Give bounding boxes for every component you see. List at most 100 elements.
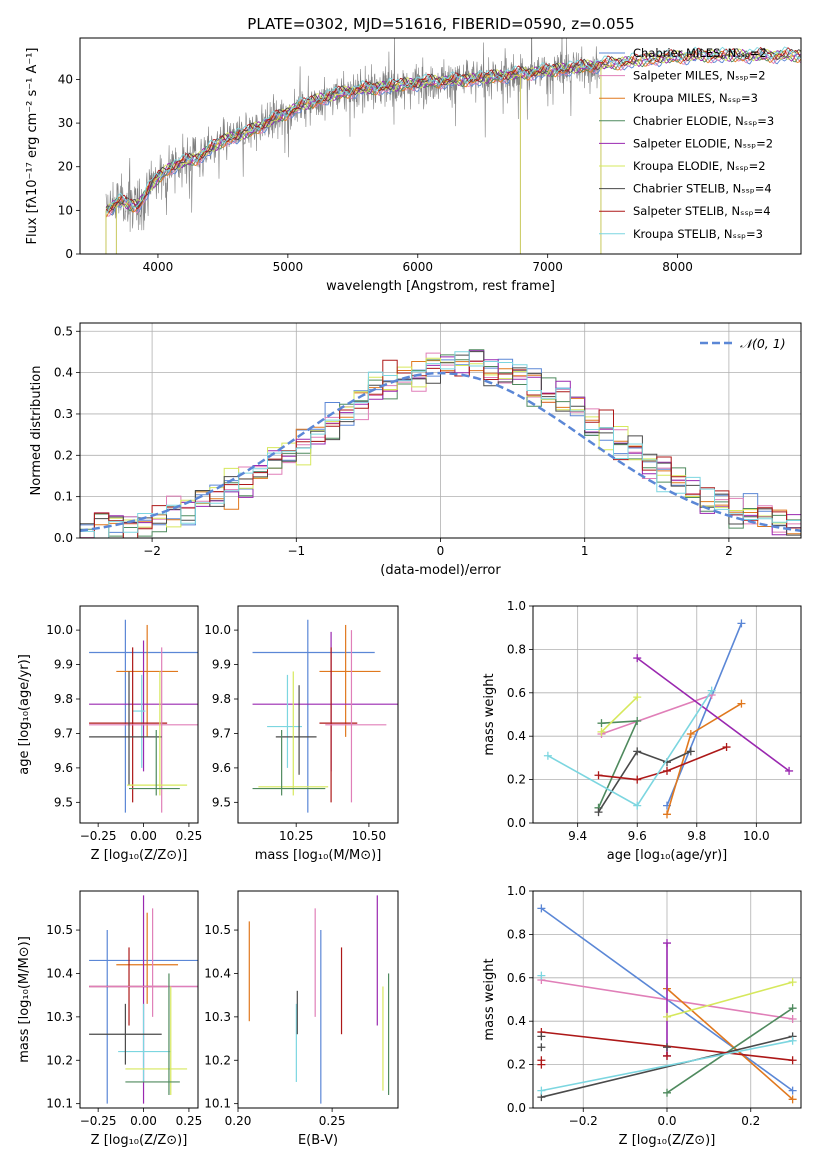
- weight-line: [666, 1007, 794, 1094]
- errorbar-point: [132, 674, 146, 768]
- weight-line: [666, 981, 793, 1018]
- plus-marker: [543, 751, 552, 760]
- x-tick-label: −0.25: [80, 829, 117, 843]
- y-tick-label: 9.8: [212, 692, 231, 706]
- weight-line: [600, 696, 638, 733]
- x-tick-label: 9.8: [687, 829, 706, 843]
- y-tick-label: 9.5: [212, 795, 231, 809]
- plus-marker: [686, 747, 695, 756]
- model-spectrum-line: [105, 47, 801, 211]
- plus-marker: [707, 686, 716, 695]
- plus-marker: [597, 727, 606, 736]
- x-tick-label: 4000: [143, 260, 174, 274]
- errorbar-point: [319, 624, 381, 737]
- y-tick-label: 9.7: [212, 726, 231, 740]
- legend-label: Kroupa STELIB, Nₛₛₚ=3: [633, 227, 763, 241]
- plus-marker: [686, 730, 695, 739]
- plus-marker: [633, 654, 642, 663]
- weight-series: [594, 743, 731, 784]
- errorbar-point: [129, 730, 180, 796]
- x-tick-label: 0.25: [176, 829, 203, 843]
- plot-area: [89, 619, 198, 813]
- y-tick-label: 0.8: [507, 642, 526, 656]
- plus-marker: [597, 719, 606, 728]
- plus-marker: [633, 717, 642, 726]
- y-tick-label: 9.6: [212, 761, 231, 775]
- x-tick-label: 1: [581, 544, 589, 558]
- y-tick-label: 10.1: [204, 1097, 231, 1111]
- panel-mass-vs-Z: −0.25 0.00 0.25 10.1 10.2 10.3 10.4 10.5 Z [log₁…: [17, 890, 203, 1148]
- plot-area: [89, 895, 198, 1104]
- plots-layer: 4000 5000 6000 7000 8000010203040wavelength …: [17, 37, 802, 1148]
- weight-series: [633, 654, 794, 775]
- panel-residuals: −2 −1 0 1 2 0.0 0.1 0.2 0.3 0.4 0.5 (data-model)/er…: [29, 322, 802, 578]
- x-tick-label: 9.6: [628, 829, 647, 843]
- y-tick-label: 0.2: [507, 1058, 526, 1072]
- y-tick-label: 0.0: [507, 1101, 526, 1115]
- weight-series: [537, 1036, 797, 1095]
- plus-marker: [737, 699, 746, 708]
- x-tick-label: 6000: [402, 260, 433, 274]
- plus-marker: [537, 1060, 546, 1069]
- axes-frame: [79, 322, 802, 539]
- plot-area: [252, 619, 398, 813]
- weight-line: [636, 657, 790, 772]
- y-tick-label: 10.5: [46, 923, 73, 937]
- y-tick-label: 10: [58, 203, 73, 217]
- x-axis-label: (data-model)/error: [380, 563, 501, 578]
- plus-marker: [633, 693, 642, 702]
- y-tick-label: 10.5: [204, 923, 231, 937]
- y-axis-label: mass [log₁₀(M/M⊙)]: [17, 936, 32, 1063]
- spectrum-legend: Chabrier MILES, Nₛₛₚ=2 Salpeter MILES, Nₛ…: [599, 46, 774, 241]
- plot-area: [105, 38, 801, 254]
- y-tick-label: 0.8: [507, 927, 526, 941]
- residual-legend: 𝒩(0, 1): [700, 336, 786, 351]
- weight-series: [663, 619, 746, 810]
- x-tick-label: 0: [437, 544, 445, 558]
- x-tick-label: 0.25: [176, 1114, 203, 1128]
- legend-label: 𝒩(0, 1): [740, 336, 786, 351]
- histogram-step: [80, 351, 801, 538]
- x-tick-label: 8000: [662, 260, 693, 274]
- y-tick-label: 0.0: [54, 531, 73, 545]
- legend-label: Salpeter MILES, Nₛₛₚ=2: [633, 69, 766, 83]
- plus-marker: [663, 1051, 671, 1060]
- plus-marker: [788, 1036, 797, 1045]
- y-axis-label: Normed distribution: [29, 366, 44, 496]
- normal-reference-curve: [80, 371, 801, 533]
- y-tick-label: 0.4: [54, 366, 73, 380]
- y-tick-label: 9.9: [212, 658, 231, 672]
- axes-frame: [79, 890, 199, 1109]
- plot-area: [248, 895, 390, 1104]
- weight-series: [663, 978, 797, 1021]
- y-tick-label: 10.3: [46, 1010, 73, 1024]
- y-tick-label: 0.5: [54, 324, 73, 338]
- y-tick-label: 10.0: [204, 623, 231, 637]
- y-axis-label: mass weight: [482, 958, 497, 1040]
- weight-line: [541, 1035, 793, 1098]
- plot-area: [543, 619, 794, 819]
- weight-line: [597, 750, 692, 813]
- errorbar-point: [258, 671, 329, 796]
- x-tick-label: 5000: [273, 260, 304, 274]
- figure-title: PLATE=0302, MJD=51616, FIBERID=0590, z=0…: [247, 15, 634, 33]
- plus-marker: [663, 810, 671, 819]
- errorbar-point: [89, 640, 198, 772]
- panel-mass-vs-EBV: 0.20 0.25 10.1 10.2 10.3 10.4 10.5 E(B-V): [204, 890, 399, 1148]
- axes-frame: [532, 605, 802, 824]
- y-axis-label: mass weight: [482, 673, 497, 755]
- x-tick-label: 0.25: [319, 1114, 346, 1128]
- plus-marker: [788, 1004, 797, 1013]
- weight-line: [601, 694, 712, 735]
- x-tick-label: 0.2: [741, 1114, 760, 1128]
- y-tick-label: 0.4: [507, 729, 526, 743]
- plus-marker: [537, 1032, 546, 1041]
- x-tick-label: 10.50: [352, 829, 386, 843]
- panel-weight-vs-Z: −0.2 0.0 0.2 0.0 0.2 0.4 0.6 0.8 1.0 Z [log₁₀(Z/Z…: [482, 884, 802, 1148]
- legend-label: Chabrier ELODIE, Nₛₛₚ=3: [633, 114, 774, 128]
- plus-marker: [788, 1086, 797, 1095]
- legend-label: Chabrier STELIB, Nₛₛₚ=4: [633, 182, 772, 196]
- weight-line: [598, 746, 727, 781]
- plus-marker: [633, 801, 642, 810]
- plot-area: [537, 904, 797, 1104]
